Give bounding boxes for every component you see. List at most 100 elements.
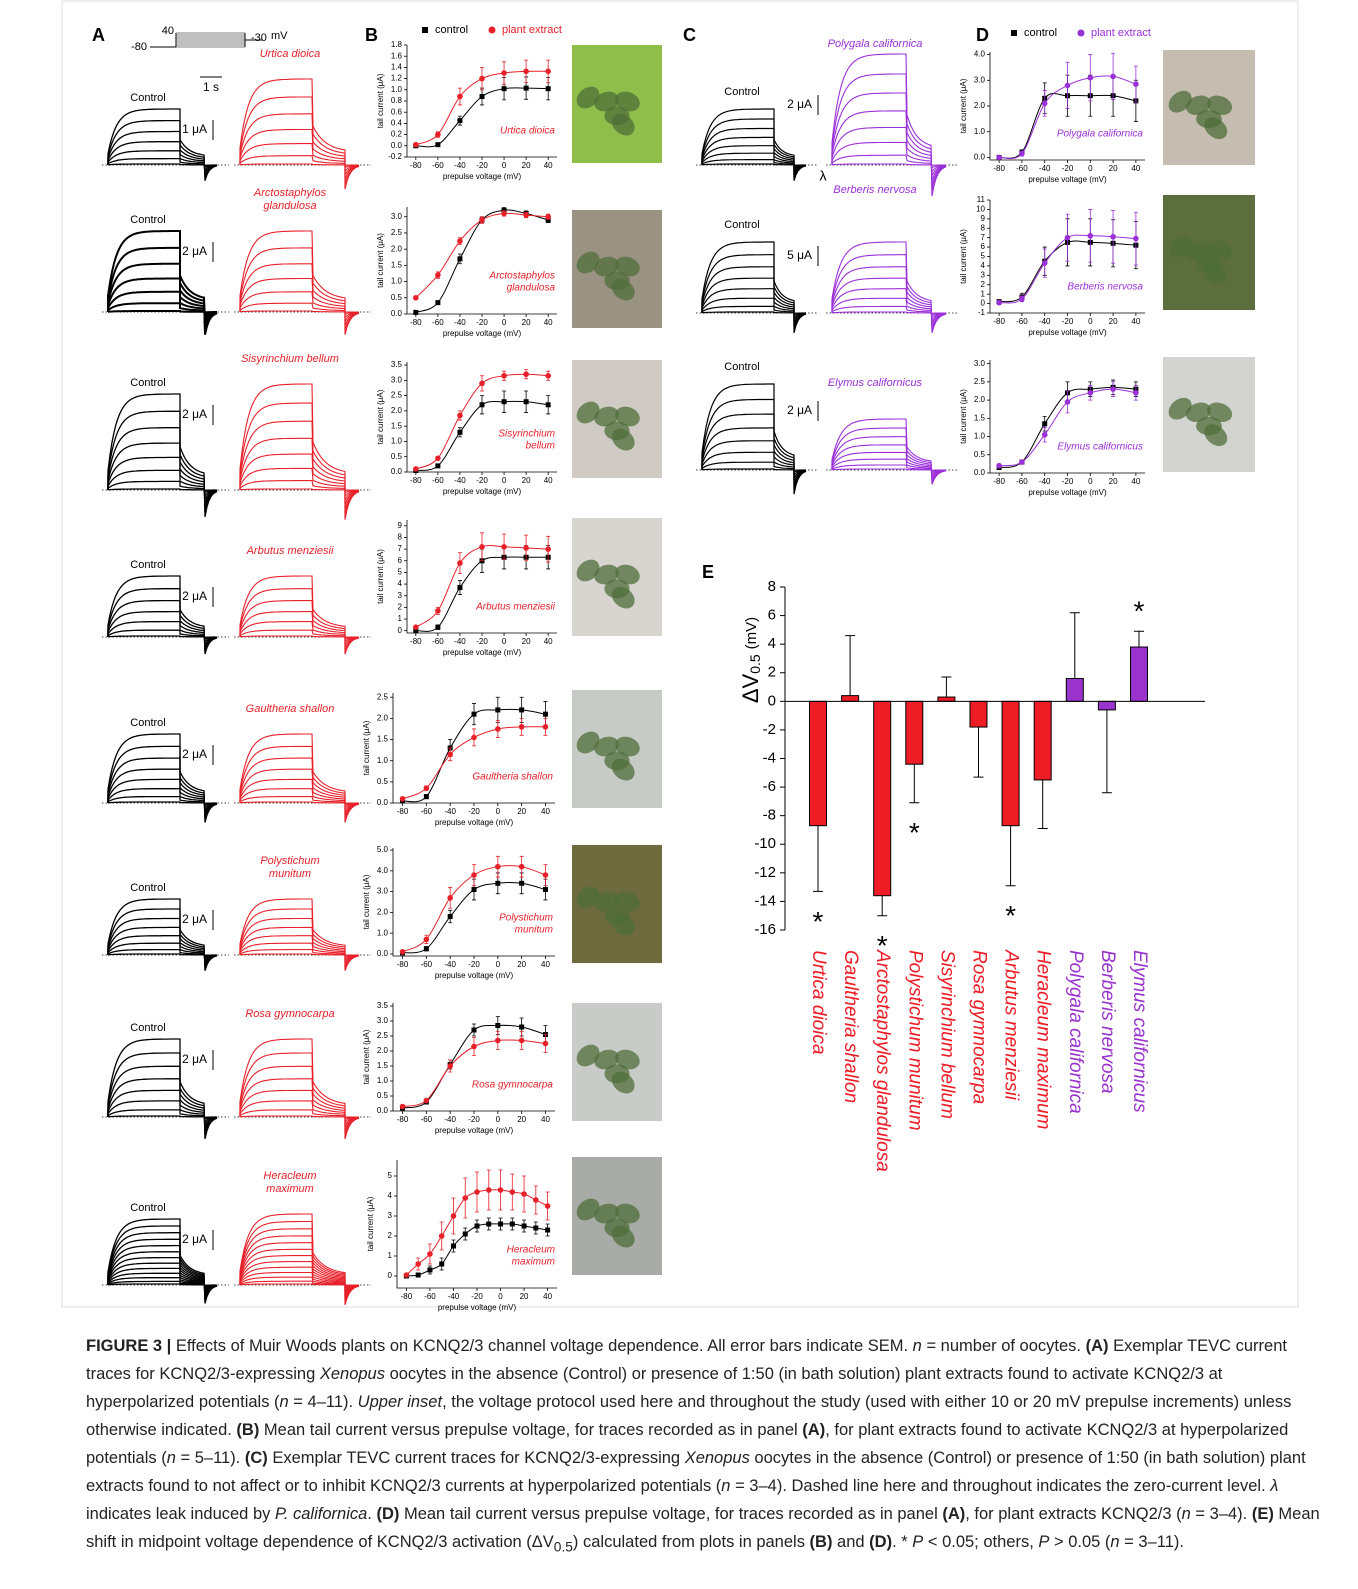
current-trace: [702, 129, 806, 176]
caption-text: Mean tail current versus prepulse voltag…: [399, 1505, 942, 1523]
data-point: [435, 625, 440, 630]
scale-label: 2 μA: [182, 912, 207, 926]
y-tick-label: 3.0: [391, 375, 403, 384]
axes: [393, 848, 555, 956]
x-tick-label: 20: [517, 1115, 526, 1124]
control-label: Control: [724, 219, 759, 231]
x-tick-label: -80: [410, 161, 422, 170]
x-tick-label: 40: [544, 318, 553, 327]
x-tick-label: 20: [522, 637, 531, 646]
x-axis-label: prepulse voltage (mV): [443, 648, 522, 657]
y-tick-label: 5: [388, 1171, 393, 1180]
error-bar: [877, 896, 887, 916]
bar: [1131, 647, 1148, 701]
x-tick-label: -80: [993, 477, 1005, 486]
control-label: Control: [130, 377, 165, 389]
bar: [810, 701, 827, 825]
extract-name: Arbutus menziesii: [246, 545, 334, 557]
data-point: [523, 212, 529, 218]
y-tick-label: -14: [754, 892, 776, 909]
current-trace: [240, 164, 359, 165]
error-bar: [1038, 780, 1048, 829]
data-point: [486, 1187, 492, 1193]
x-tick-label: Polygala californica: [1065, 950, 1086, 1114]
x-axis-label: prepulse voltage (mV): [435, 1126, 514, 1135]
x-tick-label: -40: [444, 807, 456, 816]
y-tick-label: 0.0: [377, 798, 389, 807]
y-tick-label: -8: [763, 807, 776, 824]
data-point: [1019, 296, 1025, 302]
y-tick-label: 3.0: [377, 1016, 389, 1025]
y-tick-label: 0.5: [377, 777, 389, 786]
bar: [1034, 701, 1051, 780]
control-label: Control: [130, 92, 165, 104]
data-point: [400, 949, 406, 955]
y-tick-label: 7: [398, 544, 403, 553]
data-point: [996, 300, 1002, 306]
y-tick-label: 2.5: [391, 391, 403, 400]
current-trace: [240, 1101, 359, 1122]
current-trace: [240, 1243, 359, 1297]
figure: ABCDE-8040-30mV1 sControl1 μAUrtica dioi…: [0, 0, 1358, 1589]
caption-text: Xenopus: [320, 1365, 385, 1383]
bar: [874, 701, 891, 895]
fit-line: [416, 210, 548, 312]
extract-name: Berberis nervosa: [833, 184, 916, 196]
plot-species-name: maximum: [512, 1257, 555, 1268]
data-point: [424, 1098, 430, 1104]
bar: [938, 697, 955, 701]
x-tick-label: 40: [543, 1292, 552, 1301]
data-point: [416, 1273, 421, 1278]
x-tick-label: Arctostaphylos glandulosa: [872, 949, 893, 1172]
data-point: [415, 1261, 421, 1267]
caption-text: (B): [810, 1533, 833, 1551]
x-tick-label: -40: [454, 476, 466, 485]
plot-species-name: Urtica dioica: [500, 126, 555, 137]
protocol-label: 40: [162, 25, 174, 37]
x-tick-label: 0: [496, 1115, 501, 1124]
data-point: [1087, 75, 1093, 81]
caption-text: n: [280, 1393, 289, 1411]
x-tick-label: -80: [397, 807, 409, 816]
x-tick-label: 20: [517, 807, 526, 816]
current-trace: [240, 384, 359, 520]
current-trace: [702, 267, 806, 326]
current-trace: [240, 144, 359, 171]
panel-label: C: [683, 25, 696, 45]
caption-text: Mean tail current versus prepulse voltag…: [259, 1421, 802, 1439]
data-point: [545, 214, 551, 220]
current-trace: [240, 589, 359, 651]
error-bar: [909, 764, 919, 803]
data-point: [1133, 236, 1139, 242]
x-tick-label: 40: [541, 960, 550, 969]
y-axis-label: tail current (μA): [376, 389, 385, 444]
y-tick-label: 0.0: [377, 949, 389, 958]
x-tick-label: -20: [1062, 164, 1074, 173]
x-tick-label: Arbutus menziesii: [1001, 949, 1022, 1101]
y-tick-label: 0.5: [974, 450, 986, 459]
current-trace: [832, 93, 946, 185]
y-tick-label: 0.8: [391, 96, 403, 105]
extract-name: Gaultheria shallon: [246, 703, 335, 715]
x-tick-label: Elymus californicus: [1129, 950, 1150, 1113]
x-tick-label: 40: [1131, 317, 1140, 326]
y-tick-label: 2: [398, 602, 403, 611]
x-tick-label: 0: [496, 807, 501, 816]
current-trace: [240, 114, 359, 180]
x-axis-label: prepulse voltage (mV): [435, 818, 514, 827]
y-tick-label: 1.5: [974, 413, 986, 422]
data-point: [413, 466, 419, 472]
caption-text: (A): [942, 1505, 965, 1523]
plot-species-name: munitum: [515, 925, 553, 936]
data-point: [1042, 260, 1048, 266]
x-tick-label: -20: [476, 161, 488, 170]
data-point: [1042, 421, 1047, 426]
y-tick-label: 0: [981, 299, 986, 308]
data-point: [501, 544, 507, 550]
data-point: [543, 1041, 549, 1047]
current-trace: [108, 248, 217, 330]
x-tick-label: 40: [544, 161, 553, 170]
data-point: [457, 238, 463, 244]
data-point: [451, 1244, 456, 1249]
y-axis-label: tail current (μA): [959, 78, 968, 133]
